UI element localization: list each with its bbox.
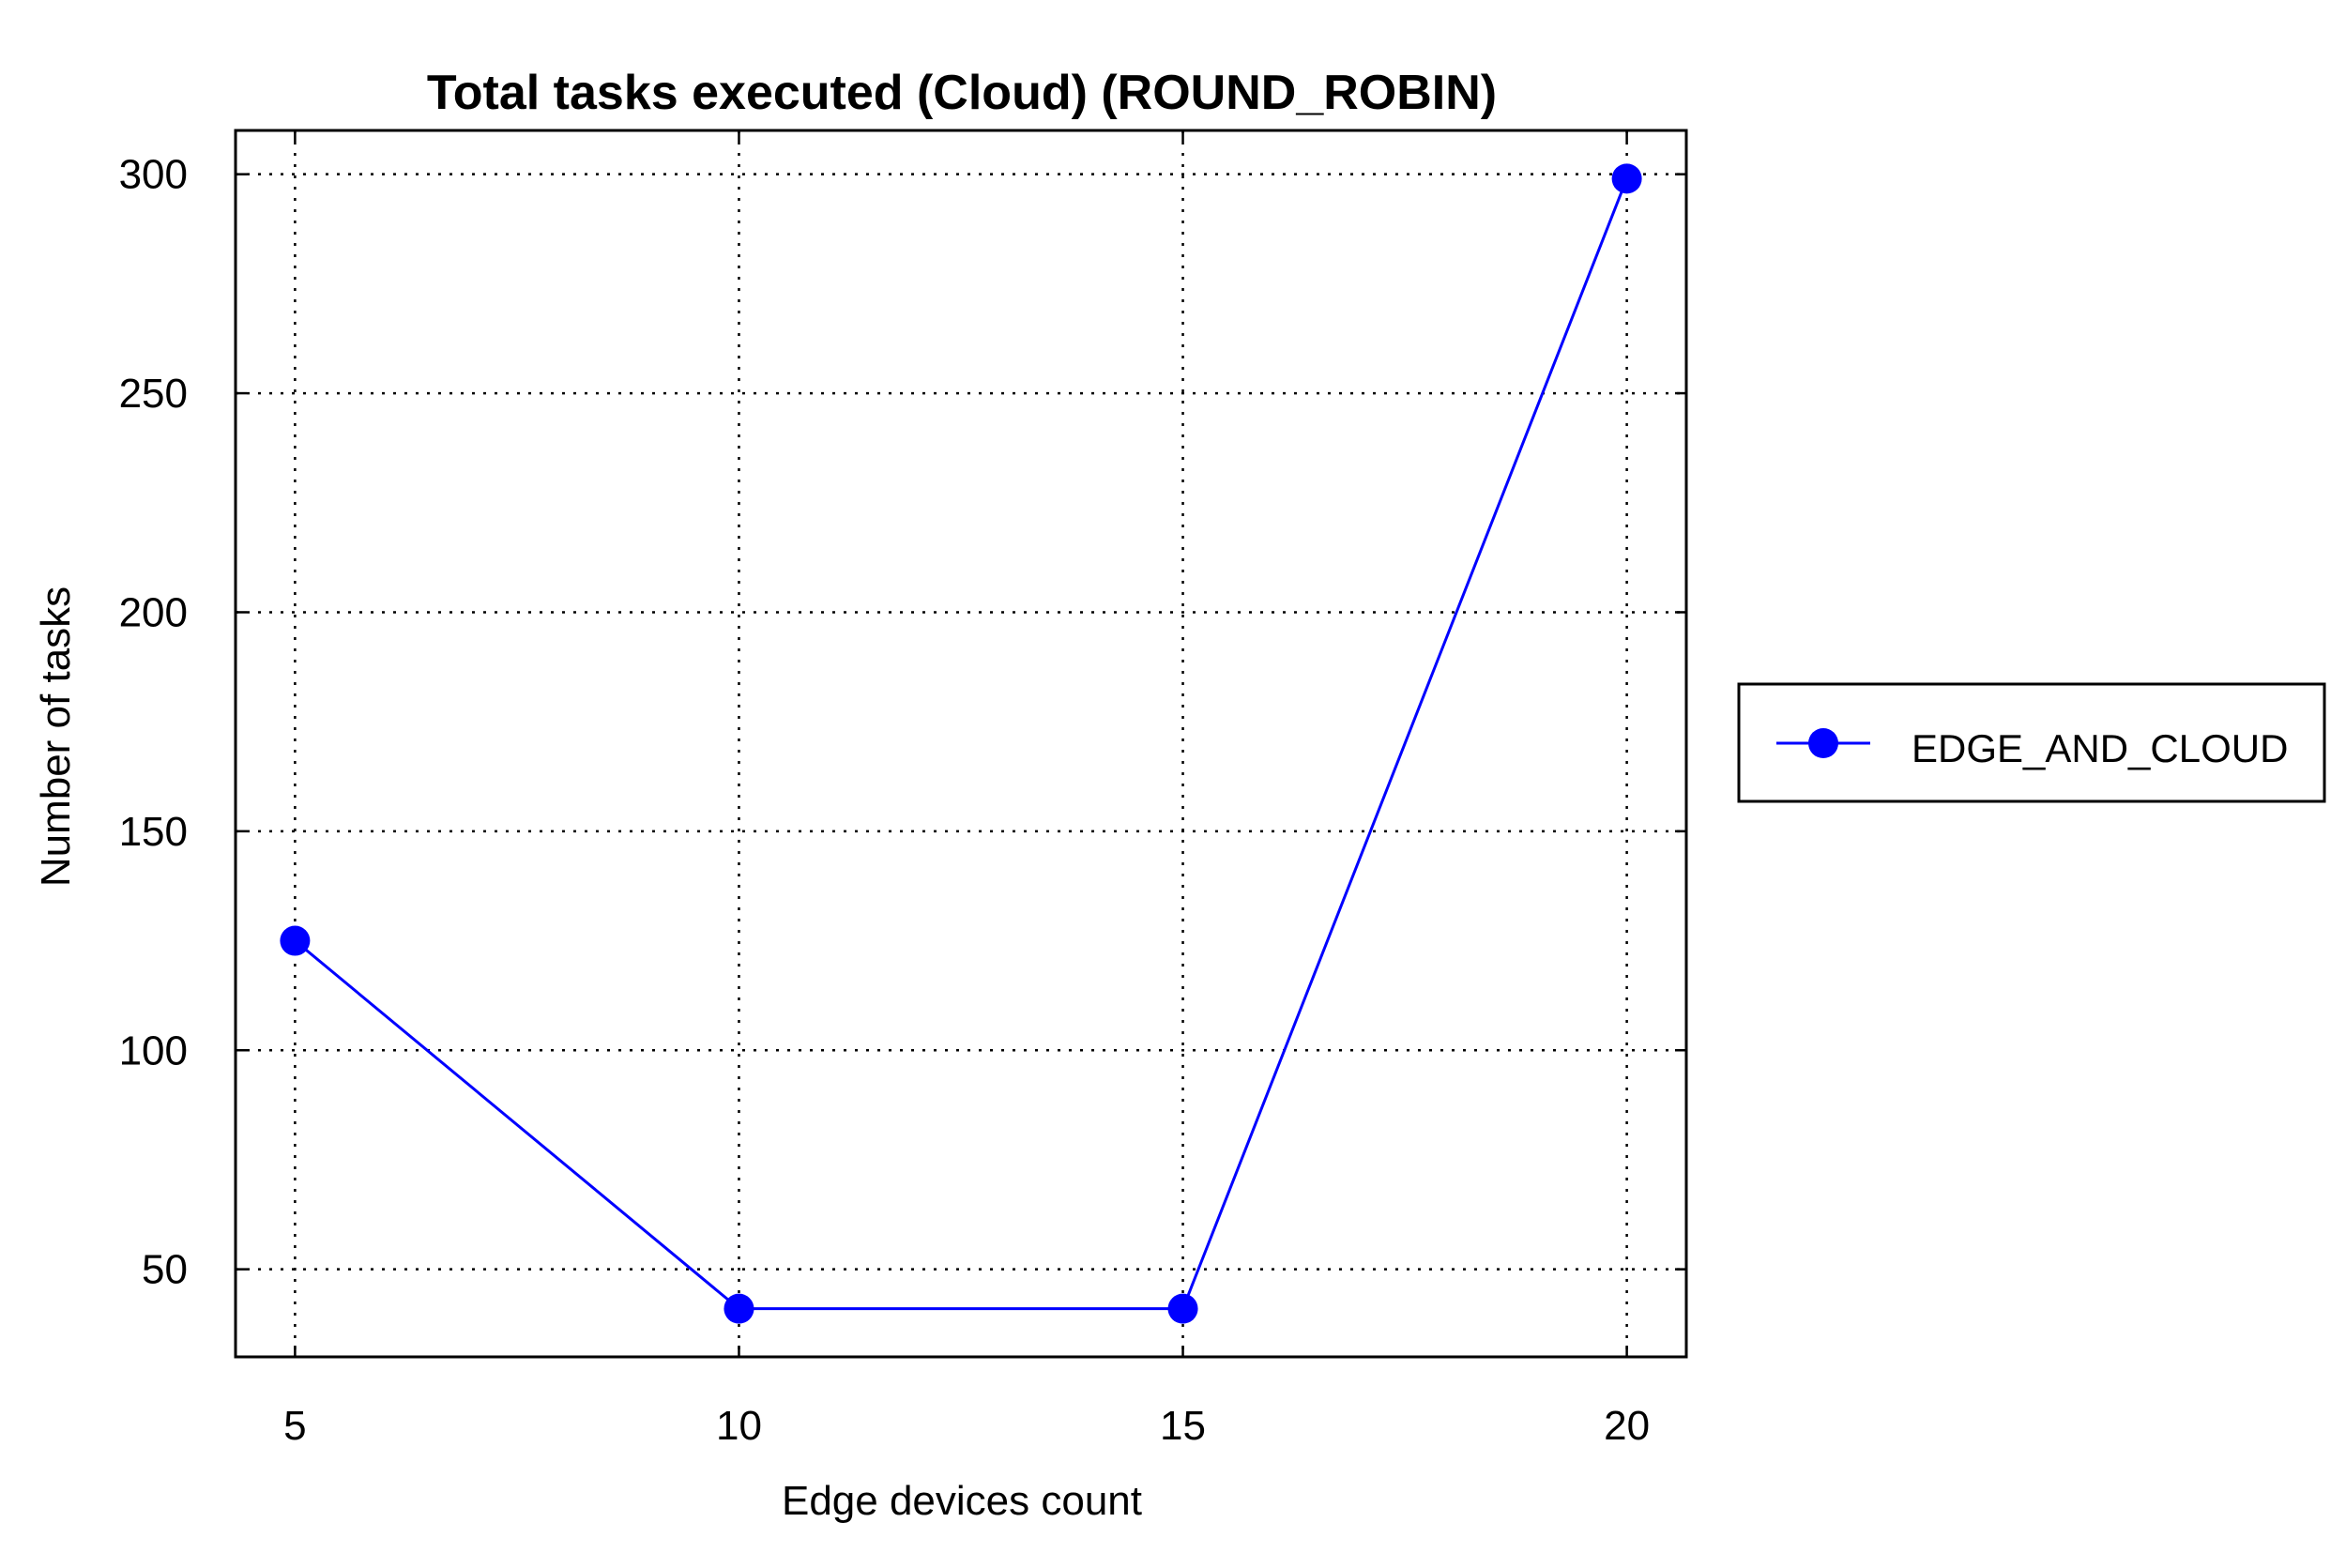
data-point: [724, 1293, 754, 1324]
data-point: [280, 925, 311, 956]
y-tick-label: 150: [119, 809, 188, 855]
x-tick-label: 15: [1160, 1403, 1206, 1449]
legend-box: [1737, 682, 2326, 803]
x-tick-labels: 5 10 15 20: [283, 1403, 1650, 1449]
chart-title: Total tasks executed (Cloud) (ROUND_ROBI…: [427, 66, 1497, 120]
data-point: [1167, 1293, 1198, 1324]
y-tick-label: 200: [119, 589, 188, 635]
series-edge-and-cloud: [280, 163, 1642, 1324]
x-tick-label: 10: [716, 1403, 762, 1449]
x-tick-label: 20: [1604, 1403, 1650, 1449]
y-tick-label: 300: [119, 152, 188, 198]
y-tick-label: 100: [119, 1028, 188, 1073]
legend-label: EDGE_AND_CLOUD: [1912, 726, 2288, 770]
legend-marker: [1808, 728, 1838, 758]
plot-frame: [234, 129, 1688, 1359]
y-axis-label: Number of tasks: [33, 586, 79, 887]
axis-ticks: [236, 130, 1686, 1357]
data-point: [1611, 163, 1642, 194]
y-tick-label: 250: [119, 371, 188, 417]
series-line: [294, 177, 1629, 1311]
legend: EDGE_AND_CLOUD: [1737, 682, 2326, 803]
y-tick-labels: 50 100 150 200 250 300: [119, 152, 188, 1293]
y-tick-label: 50: [142, 1247, 188, 1293]
x-tick-label: 5: [283, 1403, 306, 1449]
grid: [236, 130, 1686, 1357]
x-axis-label: Edge devices count: [782, 1478, 1142, 1524]
